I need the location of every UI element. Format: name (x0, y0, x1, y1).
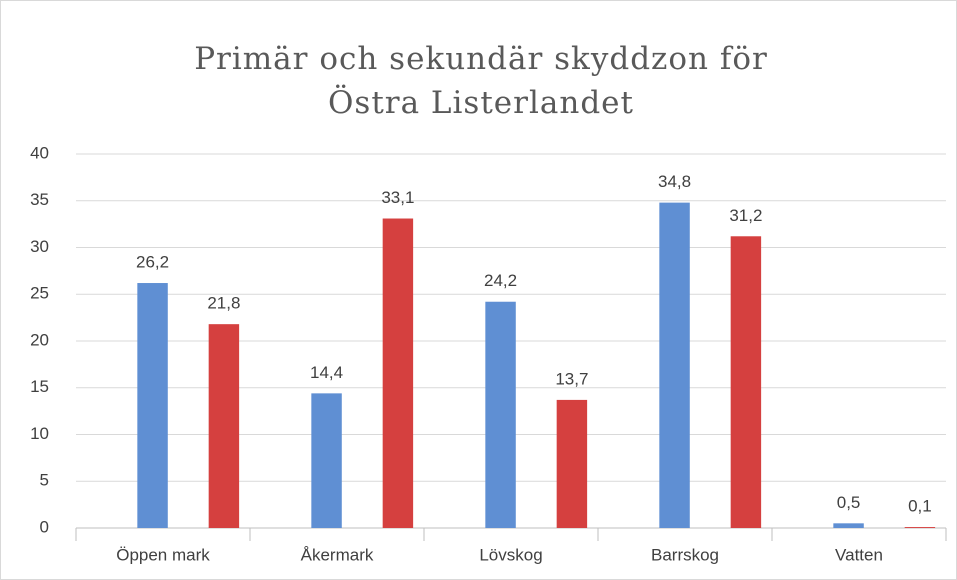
bar (208, 324, 240, 528)
y-tick-label: 25 (30, 284, 49, 303)
y-tick-label: 30 (30, 237, 49, 256)
x-tick-label: Lövskog (479, 545, 542, 564)
value-label: 31,2 (729, 206, 762, 225)
bar (833, 523, 864, 528)
y-tick-label: 35 (30, 190, 49, 209)
value-label: 26,2 (136, 253, 169, 272)
value-label: 21,8 (207, 294, 240, 313)
y-tick-label: 20 (30, 330, 49, 349)
value-label: 14,4 (310, 363, 343, 382)
bar (556, 399, 588, 528)
y-tick-label: 40 (30, 143, 49, 162)
bar (137, 283, 168, 528)
x-tick-label: Barrskog (651, 545, 719, 564)
y-tick-label: 5 (40, 471, 49, 490)
x-tick-label: Öppen mark (116, 545, 210, 564)
value-label: 0,5 (837, 493, 861, 512)
value-label: 34,8 (658, 172, 691, 191)
x-tick-label: Åkermark (301, 545, 374, 564)
y-tick-label: 0 (40, 517, 49, 536)
value-label: 33,1 (381, 188, 414, 207)
bar (730, 236, 762, 528)
y-tick-label: 10 (30, 424, 49, 443)
value-label: 24,2 (484, 271, 517, 290)
chart-title: Primär och sekundär skyddzon för Östra L… (194, 41, 768, 121)
bar (659, 202, 690, 528)
bar (904, 527, 936, 528)
y-tick-label: 15 (30, 377, 49, 396)
value-label: 13,7 (555, 369, 588, 388)
value-label: 0,1 (908, 497, 932, 516)
bar (485, 301, 516, 528)
bar (311, 393, 342, 528)
bar (382, 218, 414, 528)
x-tick-label: Vatten (835, 545, 883, 564)
